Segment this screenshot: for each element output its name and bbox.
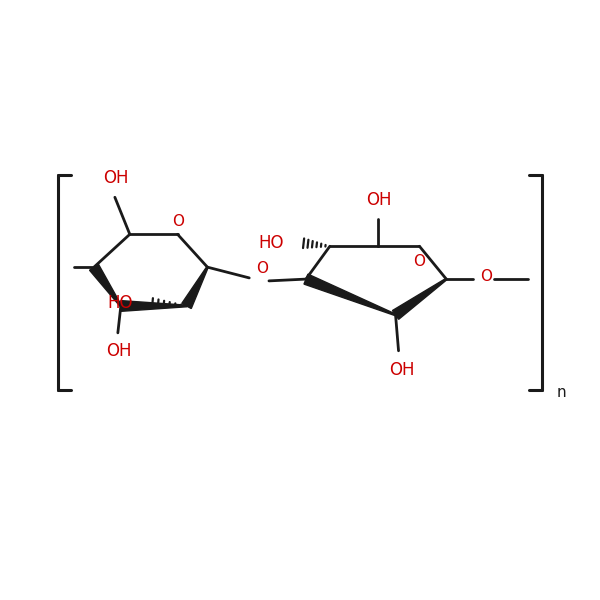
- Text: O: O: [172, 214, 184, 229]
- Polygon shape: [182, 267, 208, 308]
- Polygon shape: [392, 278, 447, 319]
- Polygon shape: [121, 301, 187, 311]
- Text: HO: HO: [107, 294, 133, 312]
- Text: OH: OH: [106, 342, 132, 360]
- Text: O: O: [480, 269, 492, 284]
- Text: O: O: [256, 261, 268, 276]
- Text: OH: OH: [103, 169, 129, 187]
- Text: n: n: [556, 385, 566, 400]
- Text: O: O: [413, 254, 425, 269]
- Text: OH: OH: [389, 361, 414, 379]
- Polygon shape: [89, 264, 121, 307]
- Text: OH: OH: [366, 191, 392, 209]
- Text: HO: HO: [259, 234, 284, 252]
- Polygon shape: [304, 274, 396, 316]
